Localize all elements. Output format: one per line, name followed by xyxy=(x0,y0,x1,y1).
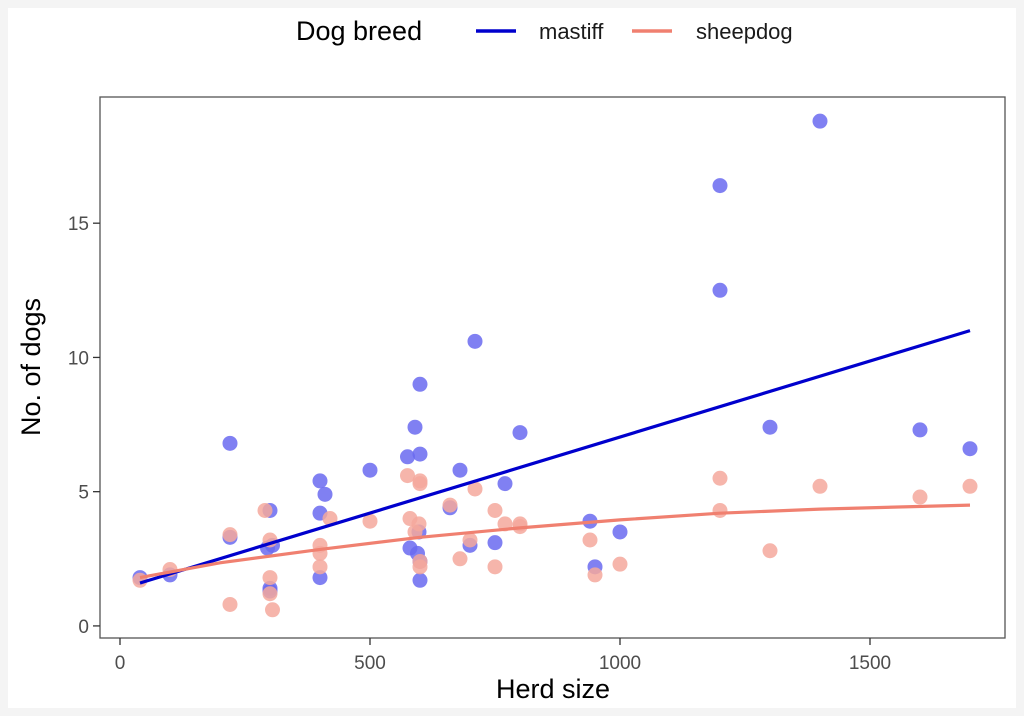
data-point-mastiff xyxy=(962,441,978,457)
data-point-sheepdog xyxy=(712,502,728,518)
x-tick-label: 0 xyxy=(115,653,126,674)
data-point-mastiff xyxy=(222,435,238,451)
data-point-sheepdog xyxy=(452,551,468,567)
data-point-mastiff xyxy=(912,422,928,438)
x-tick-label: 1500 xyxy=(849,653,891,674)
data-point-mastiff xyxy=(497,476,513,492)
data-point-sheepdog xyxy=(412,476,428,492)
data-point-sheepdog xyxy=(467,481,483,497)
y-tick-label: 10 xyxy=(68,348,89,369)
data-point-sheepdog xyxy=(312,559,328,575)
y-tick-label: 15 xyxy=(68,214,89,235)
data-point-sheepdog xyxy=(262,570,278,586)
data-point-mastiff xyxy=(412,376,428,392)
scatter-chart: Dog breed mastiff sheepdog 0 500 1000 15000… xyxy=(16,16,1006,704)
y-tick-label: 0 xyxy=(78,617,89,638)
data-point-sheepdog xyxy=(322,511,338,527)
data-point-sheepdog xyxy=(962,478,978,494)
fit-line-mastiff xyxy=(139,329,971,585)
data-point-mastiff xyxy=(412,572,428,588)
data-point-sheepdog xyxy=(411,516,427,532)
axes-layer: 0 500 1000 1500 0 5 10 15 xyxy=(68,214,891,674)
x-tick-label: 1000 xyxy=(599,653,641,674)
data-point-mastiff xyxy=(512,425,528,441)
data-point-sheepdog xyxy=(487,502,503,518)
legend-label-mastiff: mastiff xyxy=(539,19,604,44)
data-point-mastiff xyxy=(762,419,778,435)
data-point-mastiff xyxy=(612,524,628,540)
data-point-sheepdog xyxy=(412,559,428,575)
data-point-sheepdog xyxy=(912,489,928,505)
data-point-mastiff xyxy=(317,486,333,502)
fit-lines-layer xyxy=(139,329,971,585)
data-point-sheepdog xyxy=(222,596,238,612)
data-point-sheepdog xyxy=(222,527,238,543)
data-point-mastiff xyxy=(412,446,428,462)
data-point-sheepdog xyxy=(442,497,458,513)
data-point-sheepdog xyxy=(462,532,478,548)
data-point-sheepdog xyxy=(487,559,503,575)
data-point-mastiff xyxy=(407,419,423,435)
data-point-mastiff xyxy=(400,449,415,465)
data-point-sheepdog xyxy=(587,567,603,583)
data-point-sheepdog xyxy=(362,513,378,529)
fit-line-sheepdog xyxy=(139,503,971,580)
data-point-mastiff xyxy=(712,178,728,194)
data-point-sheepdog xyxy=(262,586,278,602)
data-point-mastiff xyxy=(362,462,378,478)
data-point-mastiff xyxy=(487,535,503,551)
legend: Dog breed mastiff sheepdog xyxy=(296,16,793,46)
data-point-mastiff xyxy=(812,113,828,129)
data-point-sheepdog xyxy=(582,532,598,548)
legend-label-sheepdog: sheepdog xyxy=(696,19,793,44)
data-point-sheepdog xyxy=(762,543,778,559)
x-tick-label: 500 xyxy=(354,653,386,674)
legend-title: Dog breed xyxy=(296,16,422,46)
data-point-mastiff xyxy=(312,570,328,586)
chart-card: Dog breed mastiff sheepdog 0 500 1000 1500 0… xyxy=(8,8,1016,708)
plot-panel xyxy=(99,96,1006,639)
data-point-mastiff xyxy=(712,282,728,298)
data-point-mastiff xyxy=(452,462,468,478)
y-axis-title: No. of dogs xyxy=(16,298,46,436)
y-tick-label: 5 xyxy=(78,483,89,504)
data-point-sheepdog xyxy=(612,556,628,572)
data-point-sheepdog xyxy=(265,602,280,618)
data-point-sheepdog xyxy=(712,470,728,486)
data-point-mastiff xyxy=(312,473,328,489)
data-point-sheepdog xyxy=(400,468,415,484)
x-axis-title: Herd size xyxy=(496,674,610,704)
data-point-sheepdog xyxy=(257,502,273,518)
points-layer xyxy=(132,113,978,618)
data-point-sheepdog xyxy=(812,478,828,494)
data-point-mastiff xyxy=(467,333,483,349)
